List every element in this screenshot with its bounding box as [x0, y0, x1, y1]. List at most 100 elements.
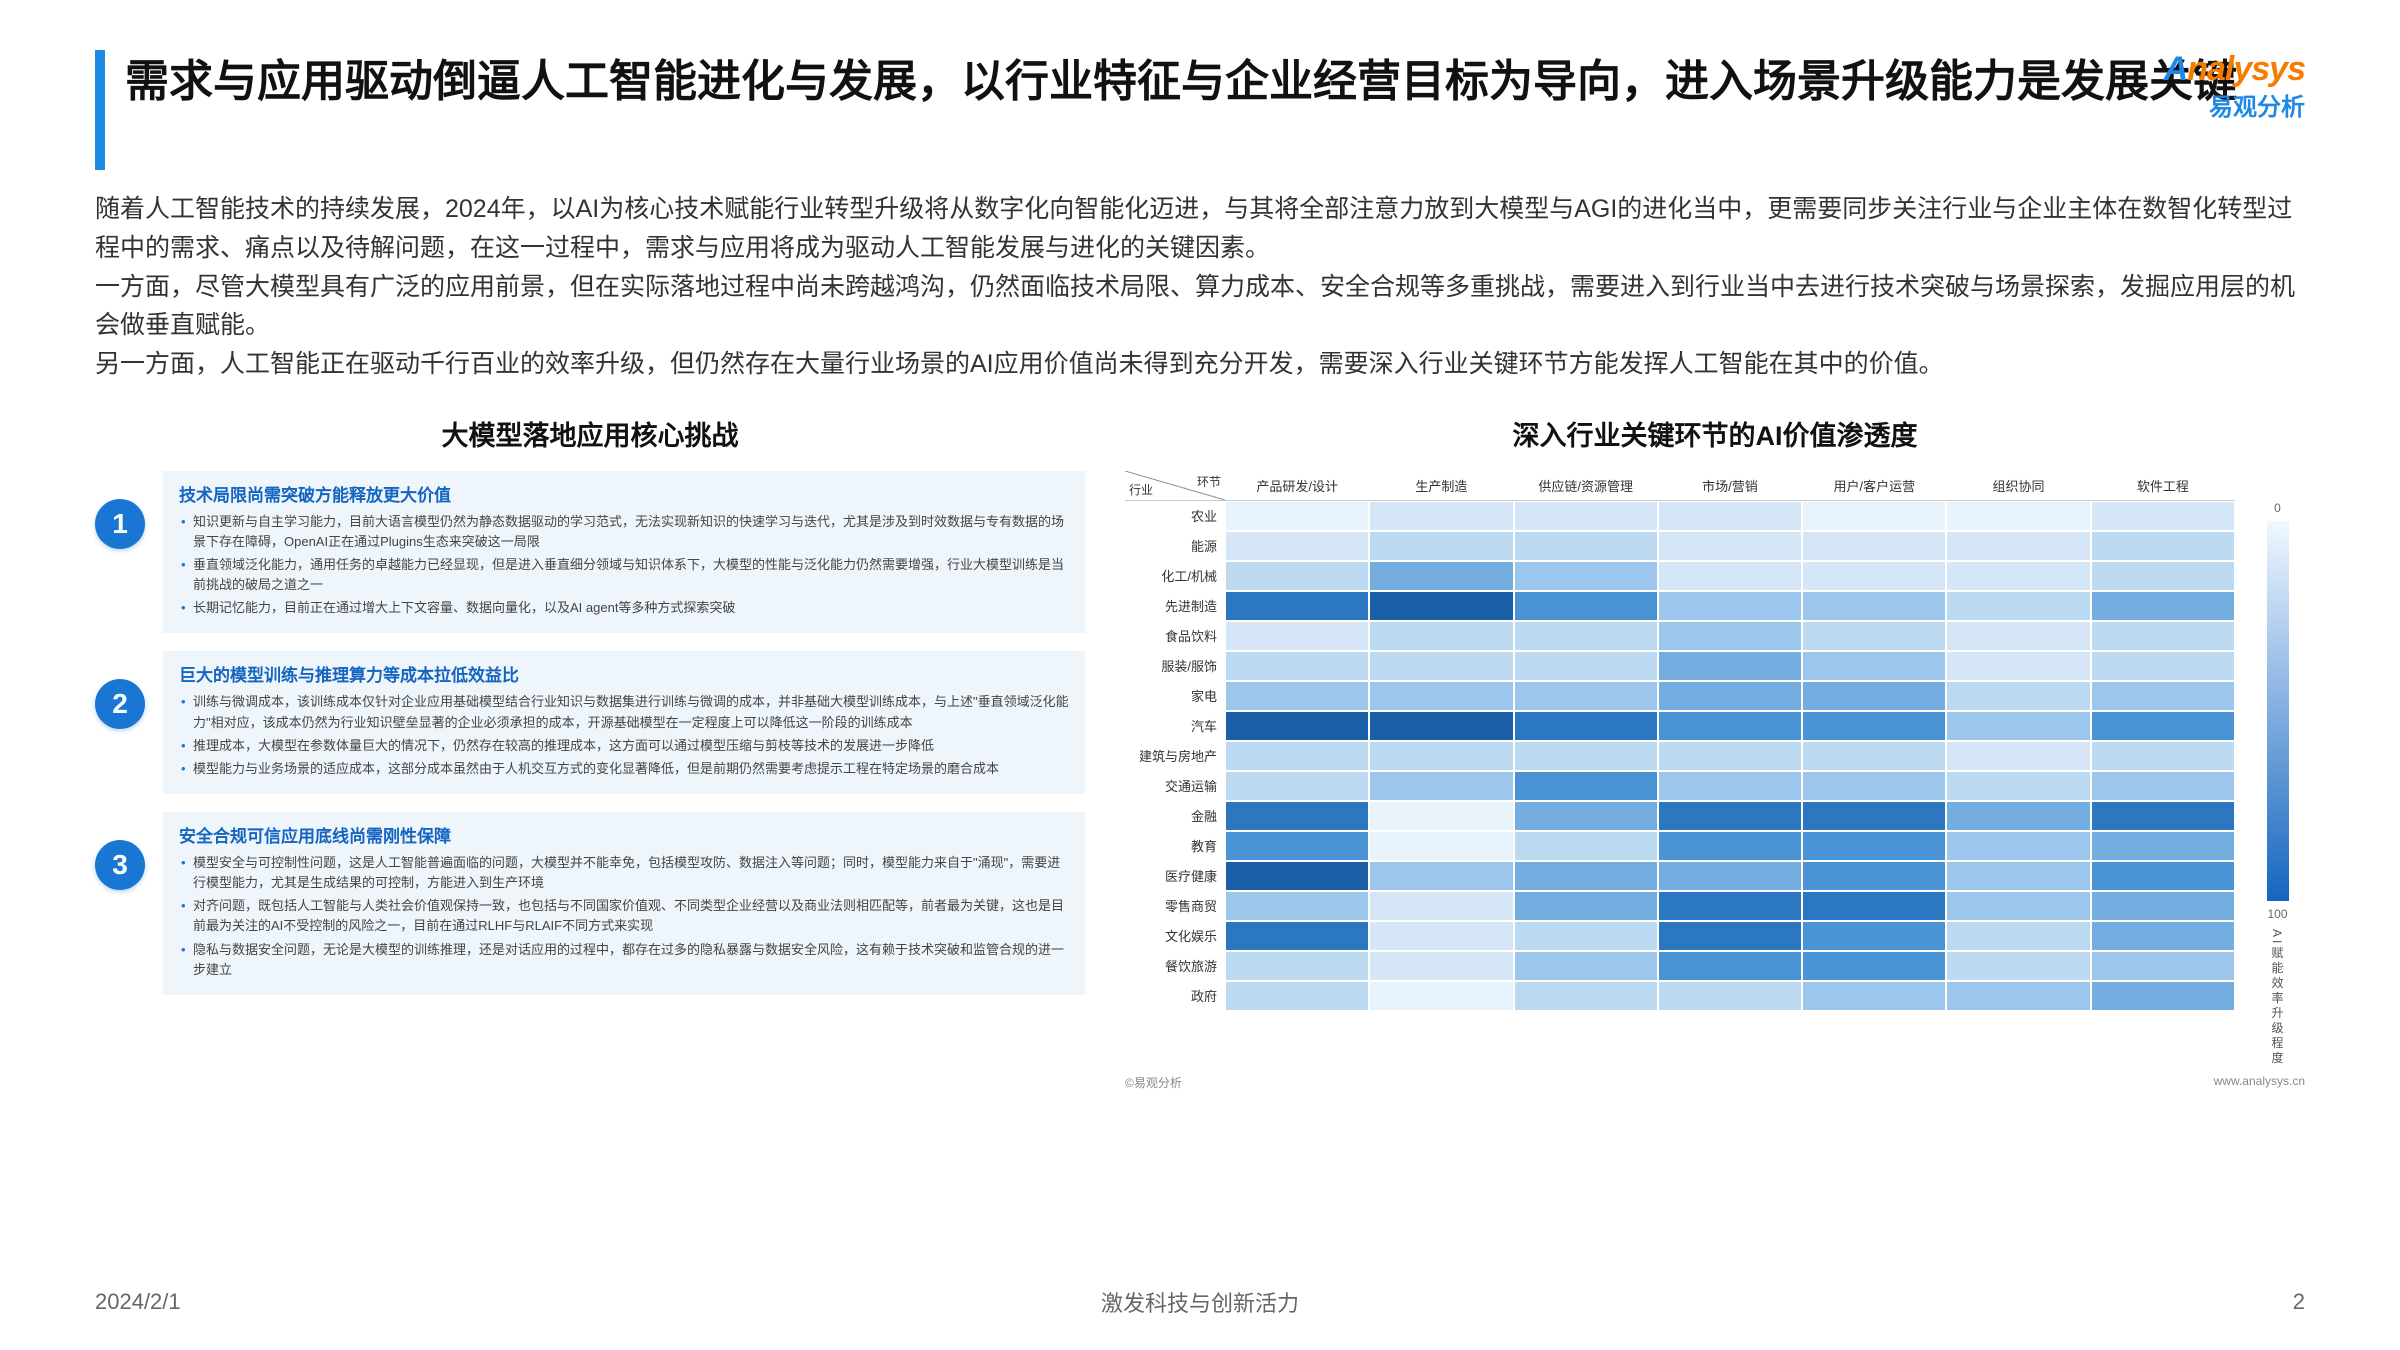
heatmap-cell: [1947, 862, 2089, 890]
heatmap-col-header: 产品研发/设计: [1225, 471, 1369, 500]
heatmap-cell: [1803, 952, 1945, 980]
heatmap-cell: [1659, 712, 1801, 740]
heatmap-col-header: 用户/客户运营: [1802, 471, 1946, 500]
heatmap-cell: [1803, 892, 1945, 920]
heatmap-row-header: 文化娱乐: [1125, 921, 1225, 951]
heatmap-row-header: 交通运输: [1125, 771, 1225, 801]
heatmap-cell: [1947, 622, 2089, 650]
heatmap-row-header: 金融: [1125, 801, 1225, 831]
heatmap-cell: [2092, 652, 2234, 680]
heatmap-cell: [1803, 532, 1945, 560]
heatmap-row-header: 先进制造: [1125, 591, 1225, 621]
challenge-bullet: 知识更新与自主学习能力，目前大语言模型仍然为静态数据驱动的学习范式，无法实现新知…: [179, 512, 1069, 552]
heatmap-cell: [1659, 862, 1801, 890]
challenge-bullet: 训练与微调成本，该训练成本仅针对企业应用基础模型结合行业知识与数据集进行训练与微…: [179, 692, 1069, 732]
heatmap-cell: [1659, 562, 1801, 590]
heatmap-row-header: 服装/服饰: [1125, 651, 1225, 681]
challenge-number-badge: 3: [95, 840, 145, 890]
heatmap-cell: [1947, 562, 2089, 590]
heatmap-cell: [1659, 982, 1801, 1010]
source-right: www.analysys.cn: [2214, 1074, 2305, 1091]
heatmap-cell: [1370, 502, 1512, 530]
heatmap-cell: [1803, 712, 1945, 740]
right-section-title: 深入行业关键环节的AI价值渗透度: [1125, 414, 2305, 453]
heatmap-cell: [1947, 802, 2089, 830]
heatmap-cell: [1515, 712, 1657, 740]
challenge-item: 2 巨大的模型训练与推理算力等成本拉低效益比 训练与微调成本，该训练成本仅针对企…: [95, 651, 1085, 794]
heatmap-cell: [2092, 952, 2234, 980]
heatmap-cell: [1803, 862, 1945, 890]
heatmap-col-header: 组织协同: [1946, 471, 2090, 500]
heatmap-cell: [1226, 832, 1368, 860]
heatmap-cell: [1370, 712, 1512, 740]
heatmap-cell: [1659, 832, 1801, 860]
heatmap-cell: [1370, 922, 1512, 950]
challenge-bullet: 模型安全与可控制性问题，这是人工智能普遍面临的问题，大模型并不能幸免，包括模型攻…: [179, 853, 1069, 893]
heatmap-cell: [1515, 562, 1657, 590]
challenge-title: 巨大的模型训练与推理算力等成本拉低效益比: [179, 661, 1069, 686]
footer-date: 2024/2/1: [95, 1289, 181, 1315]
heatmap-cell: [1947, 952, 2089, 980]
left-section-title: 大模型落地应用核心挑战: [95, 414, 1085, 453]
challenge-bullet: 垂直领域泛化能力，通用任务的卓越能力已经显现，但是进入垂直细分领域与知识体系下，…: [179, 555, 1069, 595]
heatmap-cell: [1226, 502, 1368, 530]
heatmap-chart: 环节行业产品研发/设计生产制造供应链/资源管理市场/营销用户/客户运营组织协同软…: [1125, 471, 2305, 1091]
heatmap-cell: [1947, 652, 2089, 680]
heatmap-cell: [1226, 532, 1368, 560]
heatmap-cell: [1370, 892, 1512, 920]
challenge-item: 3 安全合规可信应用底线尚需刚性保障 模型安全与可控制性问题，这是人工智能普遍面…: [95, 812, 1085, 995]
heatmap-row-header: 汽车: [1125, 711, 1225, 741]
heatmap-cell: [1515, 982, 1657, 1010]
heatmap-cell: [1659, 652, 1801, 680]
heatmap-cell: [1370, 682, 1512, 710]
heatmap-cell: [1226, 892, 1368, 920]
challenge-bullet: 对齐问题，既包括人工智能与人类社会价值观保持一致，也包括与不同国家价值观、不同类…: [179, 896, 1069, 936]
heatmap-cell: [1803, 982, 1945, 1010]
heatmap-cell: [1226, 922, 1368, 950]
heatmap-cell: [1947, 922, 2089, 950]
heatmap-row-header: 能源: [1125, 531, 1225, 561]
heatmap-cell: [2092, 562, 2234, 590]
heatmap-cell: [1226, 562, 1368, 590]
heatmap-cell: [2092, 982, 2234, 1010]
heatmap-cell: [2092, 682, 2234, 710]
challenge-bullet: 模型能力与业务场景的适应成本，这部分成本虽然由于人机交互方式的变化显著降低，但是…: [179, 759, 1069, 779]
heatmap-cell: [1515, 652, 1657, 680]
heatmap-col-header: 软件工程: [2091, 471, 2235, 500]
heatmap-cell: [1515, 682, 1657, 710]
heatmap-cell: [1515, 592, 1657, 620]
heatmap-cell: [1370, 772, 1512, 800]
challenge-title: 技术局限尚需突破方能释放更大价值: [179, 481, 1069, 506]
heatmap-cell: [1226, 622, 1368, 650]
heatmap-cell: [1659, 802, 1801, 830]
heatmap-cell: [1659, 502, 1801, 530]
heatmap-cell: [1370, 652, 1512, 680]
heatmap-cell: [2092, 712, 2234, 740]
heatmap-cell: [1370, 562, 1512, 590]
heatmap-cell: [1947, 772, 2089, 800]
heatmap-cell: [1947, 982, 2089, 1010]
footer-page: 2: [2293, 1289, 2305, 1315]
heatmap-cell: [1515, 742, 1657, 770]
challenge-title: 安全合规可信应用底线尚需刚性保障: [179, 822, 1069, 847]
heatmap-row-header: 医疗健康: [1125, 861, 1225, 891]
heatmap-cell: [1803, 802, 1945, 830]
heatmap-row-header: 政府: [1125, 981, 1225, 1011]
heatmap-cell: [1803, 622, 1945, 650]
heatmap-cell: [1947, 502, 2089, 530]
heatmap-cell: [2092, 832, 2234, 860]
heatmap-cell: [1659, 922, 1801, 950]
heatmap-cell: [1515, 532, 1657, 560]
heatmap-cell: [2092, 862, 2234, 890]
challenge-bullet: 隐私与数据安全问题，无论是大模型的训练推理，还是对话应用的过程中，都存在过多的隐…: [179, 940, 1069, 980]
heatmap-cell: [1803, 592, 1945, 620]
heatmap-cell: [1226, 802, 1368, 830]
heatmap-cell: [1803, 502, 1945, 530]
challenge-item: 1 技术局限尚需突破方能释放更大价值 知识更新与自主学习能力，目前大语言模型仍然…: [95, 471, 1085, 634]
heatmap-cell: [2092, 622, 2234, 650]
challenge-number-badge: 2: [95, 679, 145, 729]
heatmap-cell: [1659, 952, 1801, 980]
heatmap-cell: [1226, 592, 1368, 620]
heatmap-cell: [1515, 802, 1657, 830]
heatmap-cell: [1803, 742, 1945, 770]
